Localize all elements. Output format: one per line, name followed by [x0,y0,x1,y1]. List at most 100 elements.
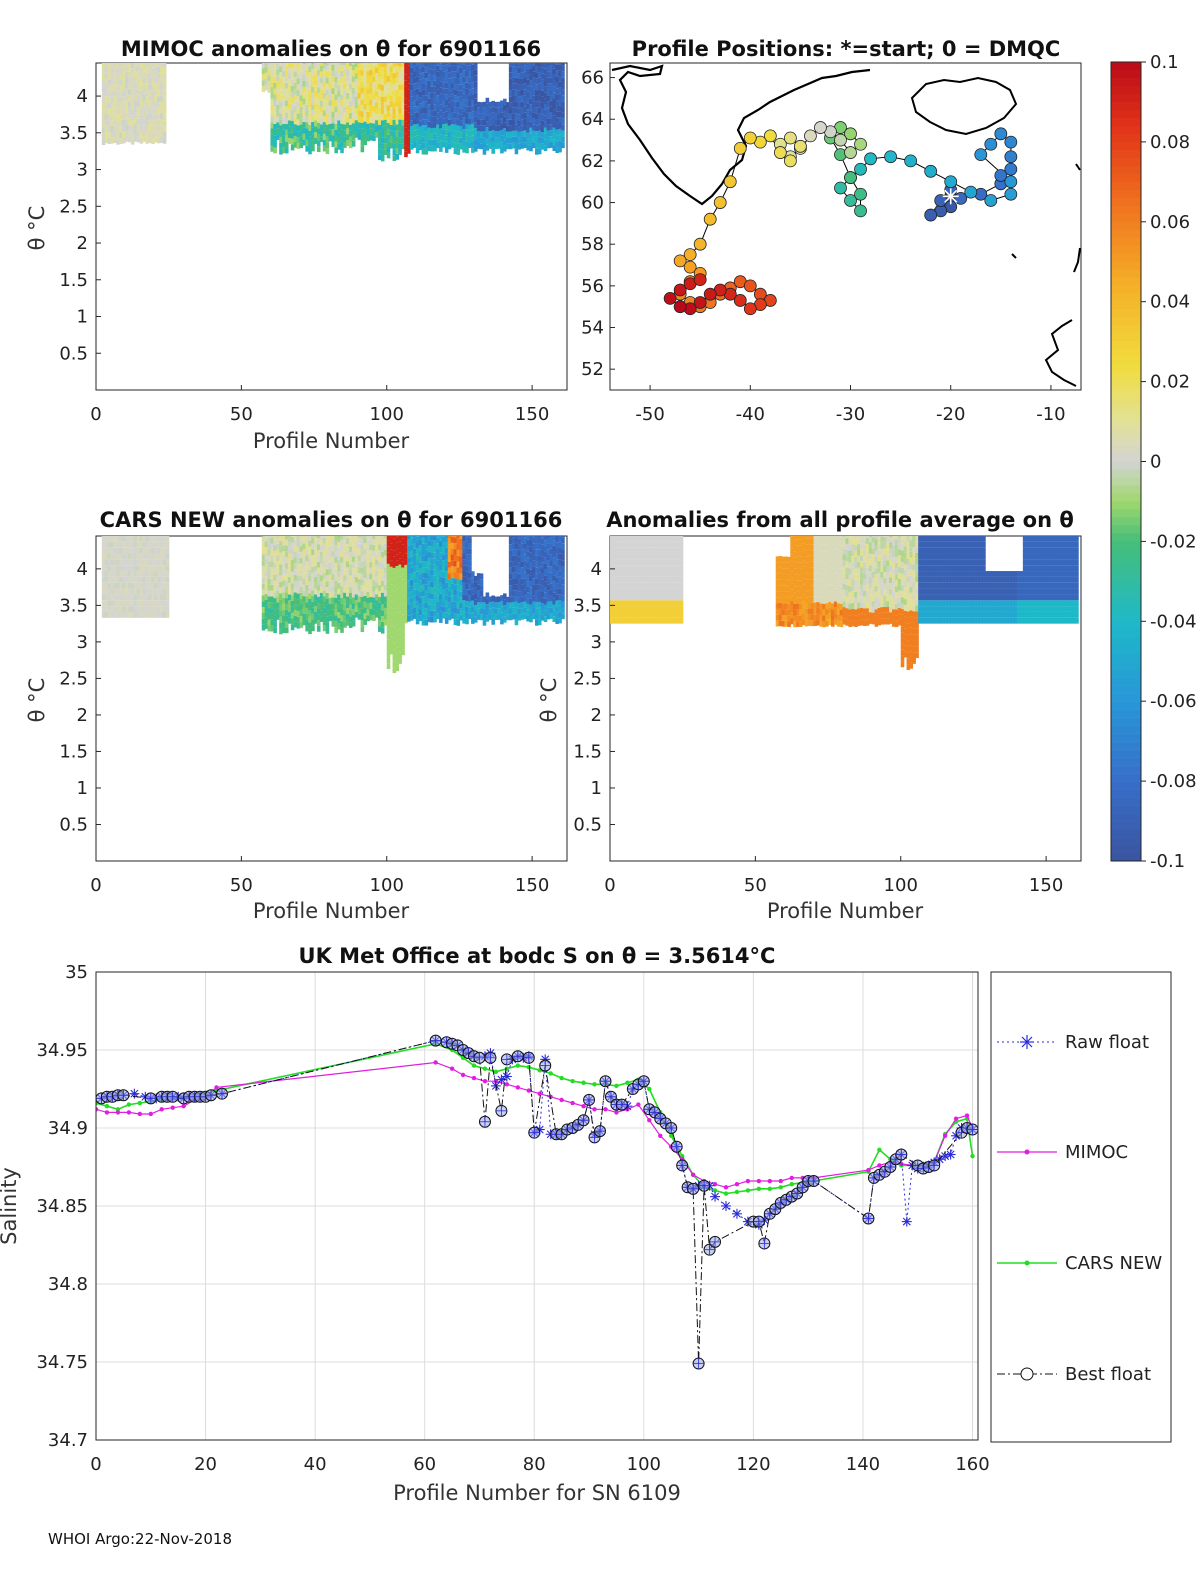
allavg-cell [641,541,646,548]
mimoc-cell [421,148,426,155]
cars-cell [424,584,429,591]
cars-cell [380,598,385,605]
allavg-cell [889,583,893,589]
mimoc-cell [535,119,539,126]
mimoc-cell [418,79,423,86]
cars-cell [348,587,353,594]
allavg-cell [665,588,669,595]
cars-cell [311,607,315,614]
cars-cell [331,615,336,621]
mimoc-cell [130,85,135,92]
cars-cell [305,567,309,574]
allavg-cell [880,536,884,537]
cars-cell [357,578,362,585]
allavg-cell [641,553,646,560]
mimoc-cell [125,65,129,72]
cars-cell [148,594,152,601]
allavg-cell [778,567,783,574]
mimoc-cell [157,113,161,120]
cars-cell [319,575,324,582]
cars-cell [473,593,478,600]
allavg-cell [807,579,812,585]
cars-cell [523,543,527,549]
mimoc-cell [142,106,147,113]
cars-cell [441,571,446,578]
cars-cell [415,618,420,625]
allavg-cell [671,611,675,618]
mimoc-cell [471,129,475,136]
mimoc-cell [398,101,402,108]
mimoc-cell [314,108,318,115]
allavg-cell [790,571,794,578]
cars-cell [299,540,304,547]
mimoc-cell [284,147,289,154]
mimoc-cell [500,100,504,107]
cars-cell [287,565,292,572]
cars-cell [107,582,112,589]
allavg-cell [804,573,809,580]
mimoc-cell [520,136,525,143]
mimoc-cell [392,63,397,67]
mimoc-cell [104,107,109,114]
mimoc-cell [282,63,286,66]
cars-cell [444,547,449,554]
mimoc-cell [407,118,411,125]
allavg-cell [653,559,658,566]
cars-cell [293,580,298,587]
cars-cell [468,595,472,602]
mimoc-cell [276,63,280,70]
mimoc-cell [133,135,138,142]
mimoc-cell [110,102,115,109]
allavg-cell [810,573,815,580]
cars-cell [404,564,408,571]
cars-cell [372,609,376,616]
mimoc-cell [465,147,469,154]
mimoc-cell [319,118,324,125]
mimoc-cell [380,143,385,150]
cars-cell [287,594,292,601]
cars-ytick-label: 1 [77,778,88,799]
mimoc-cell [337,108,341,115]
mimoc-cell [453,71,458,78]
cars-cell [334,545,338,552]
mimoc-cell [520,84,525,90]
allavg-cell [653,600,658,607]
cars-cell [511,549,516,556]
positions-xtick-label: -40 [736,404,765,425]
allavg-cell [865,584,870,591]
cars-cell [389,543,394,550]
mimoc-cell [343,89,347,96]
cars-cell [404,617,408,624]
allavg-cell [807,555,812,562]
mimoc-cell [517,73,522,80]
mimoc-cell [122,113,126,120]
mimoc-cell [287,96,292,103]
mimoc-cell [386,63,391,65]
mimoc-cell [412,124,417,131]
cars-cell [334,557,338,563]
allavg-cell [798,562,803,569]
allavg-cell [627,594,632,601]
cars-cell [465,577,469,584]
mimoc-cell [119,102,123,109]
allavg-cell [801,578,806,585]
cars-cell [485,609,490,616]
mimoc-cell [558,128,562,135]
mimoc-cell [427,92,432,99]
cars-cell [139,565,144,572]
mimoc-cell [540,90,545,97]
cars-cell [104,553,109,560]
mimoc-cell [113,90,118,96]
mimoc-cell [151,91,155,98]
mimoc-cell [462,111,466,118]
allavg-cell [790,560,794,566]
mimoc-cell [436,71,440,78]
mimoc-cell [293,65,298,72]
allavg-cell [653,594,658,601]
cars-cell [133,559,138,566]
mimoc-cell [543,109,548,116]
mimoc-cell [552,115,557,122]
cars-cell [395,577,400,584]
mimoc-cell [453,83,458,90]
cars-cell [465,600,469,607]
